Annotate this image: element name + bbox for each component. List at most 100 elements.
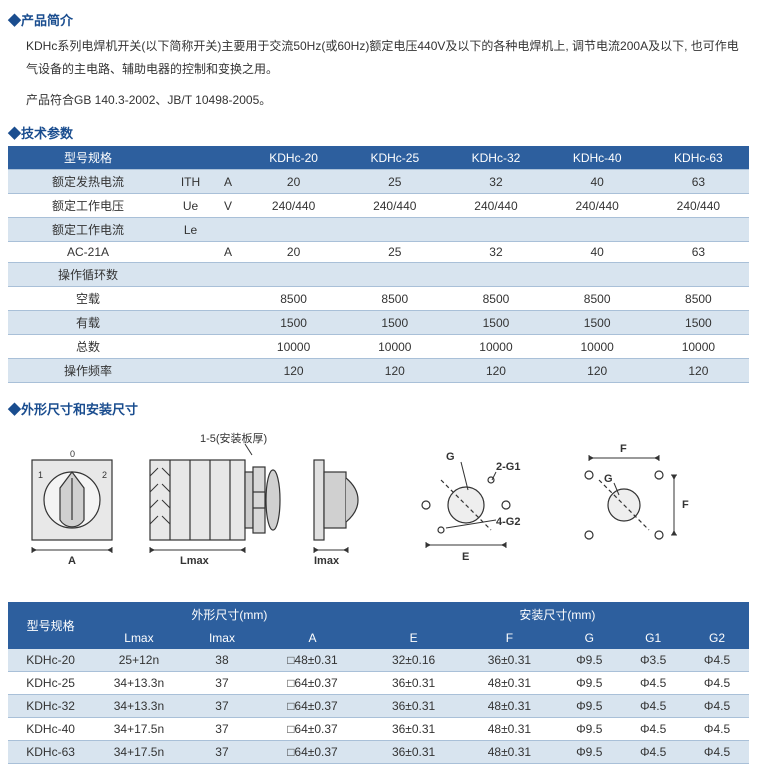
col-model: 型号规格 <box>8 146 168 170</box>
row-cell <box>213 263 243 287</box>
row-cell: 37 <box>185 718 260 741</box>
col-m3: KDHc-40 <box>547 146 648 170</box>
row-cell <box>213 218 243 242</box>
row-cell: KDHc-25 <box>8 672 93 695</box>
dimensions-table: 型号规格 外形尺寸(mm) 安装尺寸(mm) Lmax Imax A E F G… <box>8 602 749 764</box>
row-cell: KDHc-32 <box>8 695 93 718</box>
row-cell: 10000 <box>547 335 648 359</box>
row-cell <box>168 287 213 311</box>
section-intro-title: ◆产品简介 <box>8 4 749 33</box>
row-cell: Le <box>168 218 213 242</box>
row-cell: 40 <box>547 170 648 194</box>
dim-F: F <box>620 443 627 455</box>
row-cell: Φ9.5 <box>557 741 621 764</box>
row-cell: V <box>213 194 243 218</box>
row-cell: 36±0.31 <box>366 695 462 718</box>
row-cell <box>213 287 243 311</box>
row-cell: 20 <box>243 242 344 263</box>
row-cell: Φ4.5 <box>685 672 749 695</box>
row-cell <box>213 311 243 335</box>
row-cell: 8500 <box>344 287 445 311</box>
row-label: 有载 <box>8 311 168 335</box>
row-cell: 120 <box>648 359 749 383</box>
dim-col-lmax: Lmax <box>93 627 185 649</box>
row-label: 总数 <box>8 335 168 359</box>
row-cell: 1500 <box>344 311 445 335</box>
row-cell: 10000 <box>344 335 445 359</box>
row-cell: Φ3.5 <box>621 649 685 672</box>
dim-header-row-2: Lmax Imax A E F G G1 G2 <box>8 627 749 649</box>
dim-col-g2: G2 <box>685 627 749 649</box>
row-label: 额定发热电流 <box>8 170 168 194</box>
row-cell <box>168 359 213 383</box>
row-cell: 120 <box>344 359 445 383</box>
row-cell: 25 <box>344 170 445 194</box>
row-cell: 240/440 <box>547 194 648 218</box>
dim-E: E <box>462 551 469 563</box>
diamond-icon: ◆ <box>8 402 21 417</box>
row-cell: 34+13.3n <box>93 672 185 695</box>
row-label: 空载 <box>8 287 168 311</box>
section-dim-title: ◆外形尺寸和安装尺寸 <box>8 383 749 422</box>
table-row: 空载85008500850085008500 <box>8 287 749 311</box>
diagram-front-view: 1 0 2 A <box>22 430 122 580</box>
row-cell: Φ9.5 <box>557 695 621 718</box>
dim-Imax: Imax <box>314 555 340 567</box>
col-m2: KDHc-32 <box>445 146 546 170</box>
dim-outer-header: 外形尺寸(mm) <box>93 602 366 627</box>
knob-num-1: 1 <box>38 470 43 480</box>
row-cell: 36±0.31 <box>366 741 462 764</box>
row-cell: 8500 <box>547 287 648 311</box>
row-label: 操作频率 <box>8 359 168 383</box>
row-cell: 48±0.31 <box>462 741 558 764</box>
row-cell <box>243 263 344 287</box>
row-cell: 32 <box>445 170 546 194</box>
row-cell: 8500 <box>243 287 344 311</box>
row-cell: 120 <box>445 359 546 383</box>
row-cell: 32 <box>445 242 546 263</box>
row-label: 额定工作电压 <box>8 194 168 218</box>
row-cell: A <box>213 242 243 263</box>
dim-install-header: 安装尺寸(mm) <box>366 602 749 627</box>
row-cell: 10000 <box>445 335 546 359</box>
row-cell: 36±0.31 <box>366 718 462 741</box>
diagram-side-view: 1-5(安装板厚) Lmax <box>140 430 290 580</box>
knob-num-2: 2 <box>102 470 107 480</box>
table-row: KDHc-3234+13.3n37□64±0.3736±0.3148±0.31Φ… <box>8 695 749 718</box>
row-cell: □48±0.31 <box>259 649 365 672</box>
table-row: 额定工作电压UeV240/440240/440240/440240/440240… <box>8 194 749 218</box>
row-cell: □64±0.37 <box>259 718 365 741</box>
row-cell: 10000 <box>648 335 749 359</box>
table-row: 操作频率120120120120120 <box>8 359 749 383</box>
row-cell: 8500 <box>648 287 749 311</box>
table-row: 额定发热电流ITHA2025324063 <box>8 170 749 194</box>
dim-G-2: G <box>604 473 613 485</box>
row-cell: 48±0.31 <box>462 695 558 718</box>
table-row: KDHc-6334+17.5n37□64±0.3736±0.3148±0.31Φ… <box>8 741 749 764</box>
row-cell: ITH <box>168 170 213 194</box>
diamond-icon: ◆ <box>8 126 21 141</box>
row-cell <box>344 263 445 287</box>
intro-title-text: 产品简介 <box>21 13 73 28</box>
row-cell <box>445 263 546 287</box>
col-unit <box>213 146 243 170</box>
row-cell: 63 <box>648 170 749 194</box>
row-cell: 1500 <box>243 311 344 335</box>
row-cell: 34+17.5n <box>93 741 185 764</box>
row-cell: 38 <box>185 649 260 672</box>
row-cell: Φ4.5 <box>685 718 749 741</box>
row-cell: 240/440 <box>445 194 546 218</box>
row-label: 操作循环数 <box>8 263 168 287</box>
table-row: KDHc-4034+17.5n37□64±0.3736±0.3148±0.31Φ… <box>8 718 749 741</box>
row-cell: KDHc-63 <box>8 741 93 764</box>
dim-G: G <box>446 451 455 463</box>
table-row: AC-21AA2025324063 <box>8 242 749 263</box>
row-cell <box>168 335 213 359</box>
row-cell: 63 <box>648 242 749 263</box>
row-cell: 25+12n <box>93 649 185 672</box>
row-cell: 120 <box>547 359 648 383</box>
row-cell <box>547 218 648 242</box>
dim-G1: 2-G1 <box>496 461 520 473</box>
table-row: KDHc-2025+12n38□48±0.3132±0.1636±0.31Φ9.… <box>8 649 749 672</box>
row-cell <box>168 263 213 287</box>
